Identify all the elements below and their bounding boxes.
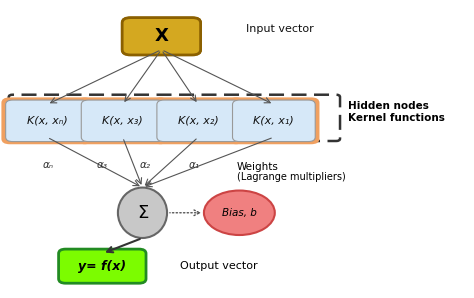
- Text: α₂: α₂: [139, 160, 150, 170]
- Text: (Lagrange multipliers): (Lagrange multipliers): [237, 172, 346, 182]
- Text: K(x, x₁): K(x, x₁): [254, 116, 294, 126]
- Text: K(x, xₙ): K(x, xₙ): [27, 116, 67, 126]
- Ellipse shape: [118, 187, 167, 238]
- FancyBboxPatch shape: [157, 100, 239, 142]
- Text: Bias, b: Bias, b: [222, 208, 257, 218]
- FancyBboxPatch shape: [81, 100, 164, 142]
- FancyBboxPatch shape: [122, 18, 201, 55]
- FancyBboxPatch shape: [6, 100, 88, 142]
- FancyBboxPatch shape: [1, 97, 92, 144]
- Text: K(x, x₃): K(x, x₃): [102, 116, 143, 126]
- Text: α₃: α₃: [97, 160, 108, 170]
- Text: Input vector: Input vector: [246, 24, 314, 34]
- FancyBboxPatch shape: [121, 17, 202, 56]
- Text: Output vector: Output vector: [180, 261, 258, 271]
- FancyBboxPatch shape: [77, 97, 168, 144]
- Text: K(x, x₂): K(x, x₂): [178, 116, 219, 126]
- Text: X: X: [155, 27, 168, 45]
- Text: y= f(x): y= f(x): [78, 260, 127, 273]
- FancyBboxPatch shape: [233, 100, 315, 142]
- FancyBboxPatch shape: [59, 249, 146, 283]
- Text: αₙ: αₙ: [43, 160, 54, 170]
- Ellipse shape: [204, 190, 275, 235]
- Text: α₁: α₁: [189, 160, 200, 170]
- FancyBboxPatch shape: [228, 97, 319, 144]
- FancyBboxPatch shape: [153, 97, 244, 144]
- Text: Σ: Σ: [137, 204, 148, 222]
- Text: Weights: Weights: [237, 162, 279, 172]
- Text: Hidden nodes: Hidden nodes: [348, 101, 429, 111]
- Text: Kernel functions: Kernel functions: [348, 113, 445, 123]
